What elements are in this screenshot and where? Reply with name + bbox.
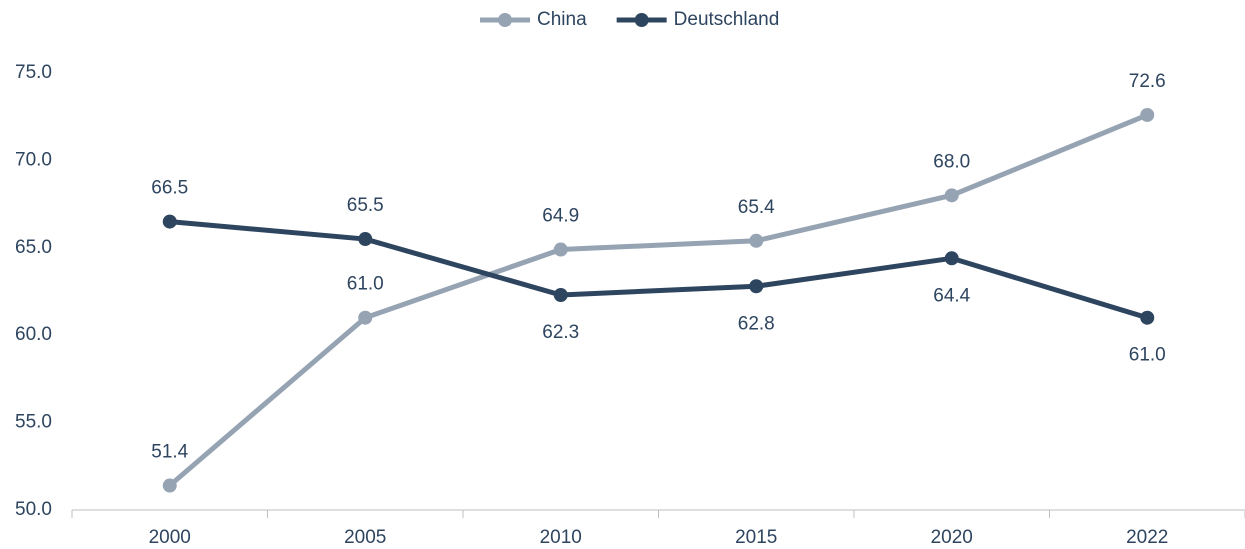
point xyxy=(358,232,373,247)
y-tick-label: 65.0 xyxy=(15,237,52,258)
data-label: 65.4 xyxy=(738,197,775,218)
x-tick-label: 2000 xyxy=(149,527,191,548)
x-tick-label: 2010 xyxy=(540,527,582,548)
x-tick-label: 2005 xyxy=(344,527,386,548)
x-tick-label: 2020 xyxy=(931,527,973,548)
data-label: 66.5 xyxy=(151,178,188,199)
point xyxy=(1140,107,1155,122)
series-line xyxy=(169,219,1148,321)
data-label: 64.9 xyxy=(542,206,579,227)
point xyxy=(749,279,764,294)
legend-label: Deutschland xyxy=(674,9,780,30)
data-label: 68.0 xyxy=(933,151,970,172)
point xyxy=(162,478,177,493)
point xyxy=(358,310,373,325)
point xyxy=(749,233,764,248)
data-label: 62.8 xyxy=(738,313,775,334)
legend-marker xyxy=(498,13,512,27)
data-label: 61.0 xyxy=(1129,345,1166,366)
point xyxy=(1140,310,1155,325)
x-tick-label: 2022 xyxy=(1126,527,1168,548)
legend-label: China xyxy=(537,9,587,30)
data-label: 64.4 xyxy=(933,285,970,306)
y-tick-label: 55.0 xyxy=(15,412,52,433)
y-tick-label: 60.0 xyxy=(15,324,52,345)
data-label: 72.6 xyxy=(1129,71,1166,92)
point xyxy=(162,214,177,229)
legend-marker xyxy=(634,13,649,27)
point xyxy=(944,251,959,266)
y-tick-label: 75.0 xyxy=(15,62,52,83)
data-label: 61.0 xyxy=(347,274,384,295)
data-label: 65.5 xyxy=(347,195,384,216)
data-label: 62.3 xyxy=(542,322,579,343)
x-tick-label: 2015 xyxy=(735,527,777,548)
point xyxy=(553,287,568,302)
y-tick-label: 50.0 xyxy=(15,499,52,520)
point xyxy=(553,242,568,257)
y-tick-label: 70.0 xyxy=(15,149,52,170)
series-line xyxy=(168,112,1149,488)
point xyxy=(944,188,959,203)
data-label: 51.4 xyxy=(151,442,188,463)
